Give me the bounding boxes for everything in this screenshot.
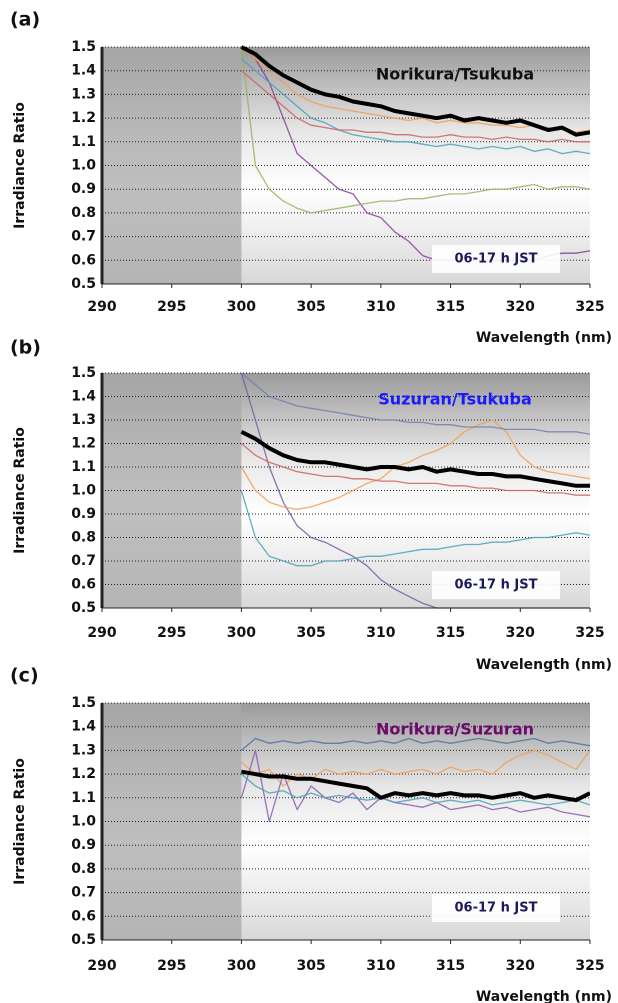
x-tick-label: 320	[506, 958, 535, 974]
annotation-box	[432, 571, 560, 599]
y-tick-label: 0.9	[71, 506, 96, 522]
data-line	[240, 46, 590, 214]
x-tick-label: 325	[575, 299, 604, 315]
y-tick-label: 1.5	[71, 365, 96, 381]
x-tick-label: 325	[575, 958, 604, 974]
x-tick-label: 310	[366, 625, 395, 641]
y-tick-label: 1.0	[71, 814, 96, 830]
x-tick-label: 300	[227, 958, 256, 974]
data-line	[240, 419, 590, 510]
y-axis-label: Irradiance Ratio	[12, 427, 28, 554]
y-tick-label: 0.5	[71, 600, 96, 616]
data-line	[240, 443, 590, 496]
y-tick-label: 0.6	[71, 252, 96, 268]
y-tick-label: 1.4	[71, 63, 96, 79]
panel-label: (c)	[10, 665, 39, 687]
y-tick-label: 1.5	[71, 39, 96, 55]
panel-label: (b)	[10, 337, 41, 359]
x-tick-label: 290	[87, 299, 116, 315]
x-tick-label: 310	[366, 299, 395, 315]
x-tick-label: 295	[157, 625, 186, 641]
data-line	[240, 430, 590, 488]
y-tick-label: 1.0	[71, 158, 96, 174]
panel-title: Norikura/Suzuran	[376, 720, 534, 739]
data-line	[240, 749, 590, 787]
x-tick-label: 320	[506, 299, 535, 315]
x-tick-label: 305	[297, 299, 326, 315]
y-tick-label: 0.8	[71, 205, 96, 221]
y-tick-label: 0.5	[71, 276, 96, 292]
y-tick-label: 0.8	[71, 530, 96, 546]
x-axis-label: Wavelength (nm)	[476, 330, 612, 346]
y-tick-label: 1.2	[71, 110, 96, 126]
x-tick-label: 320	[506, 625, 535, 641]
x-tick-label: 305	[297, 958, 326, 974]
y-axis-label: Irradiance Ratio	[12, 758, 28, 885]
y-tick-label: 0.8	[71, 861, 96, 877]
data-line	[240, 490, 590, 567]
y-tick-label: 1.4	[71, 719, 96, 735]
annotation-box	[432, 245, 560, 273]
data-line	[240, 45, 590, 137]
y-tick-label: 0.5	[71, 932, 96, 948]
data-line	[241, 769, 590, 803]
y-tick-label: 1.3	[71, 742, 96, 758]
data-line	[240, 70, 590, 143]
x-tick-label: 295	[157, 299, 186, 315]
y-tick-label: 0.7	[71, 553, 96, 569]
x-tick-label: 290	[87, 958, 116, 974]
annotation: 06-17 h JST	[455, 578, 538, 593]
panel-title: Suzuran/Tsukuba	[378, 390, 532, 409]
x-tick-label: 300	[227, 625, 256, 641]
y-tick-label: 1.0	[71, 483, 96, 499]
y-tick-label: 0.9	[71, 181, 96, 197]
x-tick-label: 315	[436, 625, 465, 641]
x-tick-label: 305	[297, 625, 326, 641]
panel-label: (a)	[10, 9, 40, 31]
x-tick-label: 290	[87, 625, 116, 641]
y-tick-label: 1.1	[71, 790, 96, 806]
x-tick-label: 300	[227, 299, 256, 315]
y-tick-label: 1.1	[71, 459, 96, 475]
y-tick-label: 0.6	[71, 577, 96, 593]
x-axis-label: Wavelength (nm)	[476, 657, 612, 673]
annotation: 06-17 h JST	[455, 252, 538, 267]
x-tick-label: 315	[436, 958, 465, 974]
annotation-box	[432, 894, 560, 922]
data-line	[240, 372, 590, 435]
y-axis-label: Irradiance Ratio	[12, 102, 28, 229]
x-tick-label: 325	[575, 625, 604, 641]
data-line	[240, 58, 590, 155]
data-line	[240, 749, 590, 823]
y-tick-label: 1.1	[71, 134, 96, 150]
y-tick-label: 0.9	[71, 837, 96, 853]
y-tick-label: 0.7	[71, 229, 96, 245]
x-tick-label: 315	[436, 299, 465, 315]
panel-title: Norikura/Tsukuba	[376, 65, 534, 84]
data-line	[240, 737, 590, 751]
x-tick-label: 310	[366, 958, 395, 974]
data-line	[240, 773, 590, 806]
y-tick-label: 0.7	[71, 885, 96, 901]
x-axis-label: Wavelength (nm)	[476, 989, 612, 1003]
y-tick-label: 1.2	[71, 436, 96, 452]
x-tick-label: 295	[157, 958, 186, 974]
y-tick-label: 0.6	[71, 908, 96, 924]
y-tick-label: 1.5	[71, 695, 96, 711]
y-tick-label: 1.3	[71, 86, 96, 102]
y-tick-label: 1.2	[71, 766, 96, 782]
y-tick-label: 1.4	[71, 389, 96, 405]
y-tick-label: 1.3	[71, 412, 96, 428]
annotation: 06-17 h JST	[455, 901, 538, 916]
